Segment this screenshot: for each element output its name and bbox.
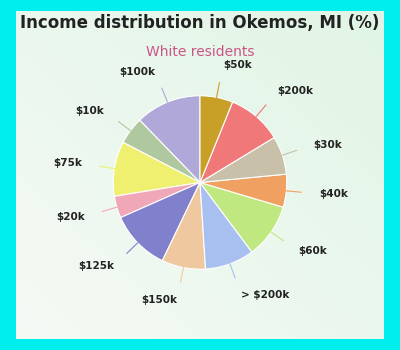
Text: > $200k: > $200k [241, 290, 290, 300]
Wedge shape [200, 182, 283, 252]
Text: $200k: $200k [278, 86, 314, 96]
Text: $100k: $100k [119, 66, 155, 77]
Text: $20k: $20k [56, 211, 85, 222]
Text: $40k: $40k [319, 189, 348, 199]
Text: $125k: $125k [78, 261, 114, 271]
Text: White residents: White residents [146, 46, 254, 60]
Wedge shape [140, 96, 200, 182]
Wedge shape [162, 182, 206, 269]
Wedge shape [200, 174, 287, 207]
Text: $30k: $30k [314, 140, 342, 150]
Text: $50k: $50k [223, 60, 252, 70]
Wedge shape [123, 120, 200, 182]
Text: $75k: $75k [53, 159, 82, 168]
Wedge shape [200, 138, 286, 182]
Wedge shape [113, 142, 200, 196]
Text: $60k: $60k [298, 246, 327, 256]
Wedge shape [200, 182, 252, 269]
Wedge shape [121, 182, 200, 261]
Wedge shape [114, 182, 200, 218]
Wedge shape [200, 102, 274, 182]
Text: $10k: $10k [75, 106, 104, 116]
Text: $150k: $150k [141, 295, 177, 305]
Wedge shape [200, 96, 232, 182]
Text: Income distribution in Okemos, MI (%): Income distribution in Okemos, MI (%) [20, 14, 380, 32]
